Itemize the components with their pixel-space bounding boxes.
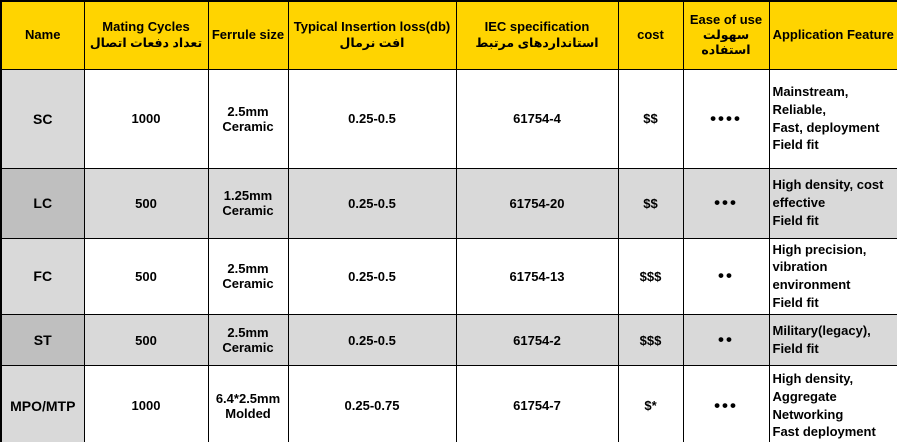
- row-name: ST: [0, 314, 85, 367]
- cost-cell: $$$: [617, 237, 684, 316]
- ease-of-use-dots: ••: [682, 314, 770, 367]
- ferrule-size-cell: 2.5mm Ceramic: [207, 314, 289, 367]
- mating-cycles-cell: 1000: [83, 365, 209, 442]
- header-label-en: Application Feature: [772, 27, 894, 43]
- row-name: MPO/MTP: [0, 365, 85, 442]
- mating-cycles-cell: 500: [83, 314, 209, 367]
- table-row-fc: FC 500 2.5mm Ceramic 0.25-0.5 61754-13 $…: [0, 237, 897, 316]
- iec-spec-cell: 61754-20: [455, 167, 619, 239]
- iec-spec-cell: 61754-4: [455, 68, 619, 169]
- header-label-fa: تعداد دفعات اتصال: [89, 35, 203, 50]
- ease-of-use-dots: ••••: [682, 68, 770, 169]
- mating-cycles-cell: 500: [83, 167, 209, 239]
- application-feature-cell: High precision, vibration environment Fi…: [768, 237, 897, 316]
- cost-cell: $*: [617, 365, 684, 442]
- column-header-cost: cost: [617, 0, 684, 70]
- table-row-st: ST 500 2.5mm Ceramic 0.25-0.5 61754-2 $$…: [0, 314, 897, 367]
- header-label-en: Mating Cycles: [102, 19, 190, 35]
- column-header-ferrule-size: Ferrule size: [207, 0, 289, 70]
- header-label-fa: سهولت استفاده: [701, 27, 751, 58]
- column-header-mating-cycles: Mating Cycles تعداد دفعات اتصال: [83, 0, 209, 70]
- header-label-en: Typical Insertion loss(db): [293, 19, 451, 35]
- insertion-loss-cell: 0.25-0.5: [287, 314, 457, 367]
- table-row-mpo-mtp: MPO/MTP 1000 6.4*2.5mm Molded 0.25-0.75 …: [0, 365, 897, 442]
- column-header-iec-specification: IEC specification استانداردهای مرتبط: [455, 0, 619, 70]
- mating-cycles-cell: 1000: [83, 68, 209, 169]
- row-name: LC: [0, 167, 85, 239]
- application-feature-cell: Mainstream, Reliable, Fast, deployment F…: [768, 68, 897, 169]
- mating-cycles-cell: 500: [83, 237, 209, 316]
- header-label-en: IEC specification: [484, 19, 590, 35]
- row-name: SC: [0, 68, 85, 169]
- header-label-en: Name: [25, 27, 61, 43]
- header-label-fa: استانداردهای مرتبط: [475, 35, 599, 50]
- column-header-insertion-loss: Typical Insertion loss(db) افت نرمال: [287, 0, 457, 70]
- column-header-application-feature: Application Feature: [768, 0, 897, 70]
- iec-spec-cell: 61754-2: [455, 314, 619, 367]
- insertion-loss-cell: 0.25-0.75: [287, 365, 457, 442]
- row-name: FC: [0, 237, 85, 316]
- application-feature-cell: High density, Aggregate Networking Fast …: [768, 365, 897, 442]
- cost-cell: $$: [617, 68, 684, 169]
- ferrule-size-cell: 1.25mm Ceramic: [207, 167, 289, 239]
- insertion-loss-cell: 0.25-0.5: [287, 68, 457, 169]
- ease-of-use-dots: •••: [682, 167, 770, 239]
- cost-cell: $$: [617, 167, 684, 239]
- header-label-en: cost: [637, 27, 664, 43]
- table-row-sc: SC 1000 2.5mm Ceramic 0.25-0.5 61754-4 $…: [0, 68, 897, 169]
- column-header-name: Name: [0, 0, 85, 70]
- insertion-loss-cell: 0.25-0.5: [287, 237, 457, 316]
- iec-spec-cell: 61754-7: [455, 365, 619, 442]
- iec-spec-cell: 61754-13: [455, 237, 619, 316]
- application-feature-cell: High density, cost effective Field fit: [768, 167, 897, 239]
- table-row-lc: LC 500 1.25mm Ceramic 0.25-0.5 61754-20 …: [0, 167, 897, 239]
- ferrule-size-cell: 6.4*2.5mm Molded: [207, 365, 289, 442]
- header-label-en: Ease of use: [689, 11, 763, 27]
- header-row: Name Mating Cycles تعداد دفعات اتصال Ferr…: [0, 0, 897, 70]
- ferrule-size-cell: 2.5mm Ceramic: [207, 237, 289, 316]
- ferrule-size-cell: 2.5mm Ceramic: [207, 68, 289, 169]
- header-label-en: Ferrule size: [211, 27, 285, 43]
- application-feature-cell: Military(legacy), Field fit: [768, 314, 897, 367]
- insertion-loss-cell: 0.25-0.5: [287, 167, 457, 239]
- cost-cell: $$$: [617, 314, 684, 367]
- ease-of-use-dots: ••: [682, 237, 770, 316]
- column-header-ease-of-use: Ease of use سهولت استفاده: [682, 0, 770, 70]
- ease-of-use-dots: •••: [682, 365, 770, 442]
- header-label-fa: افت نرمال: [339, 35, 405, 50]
